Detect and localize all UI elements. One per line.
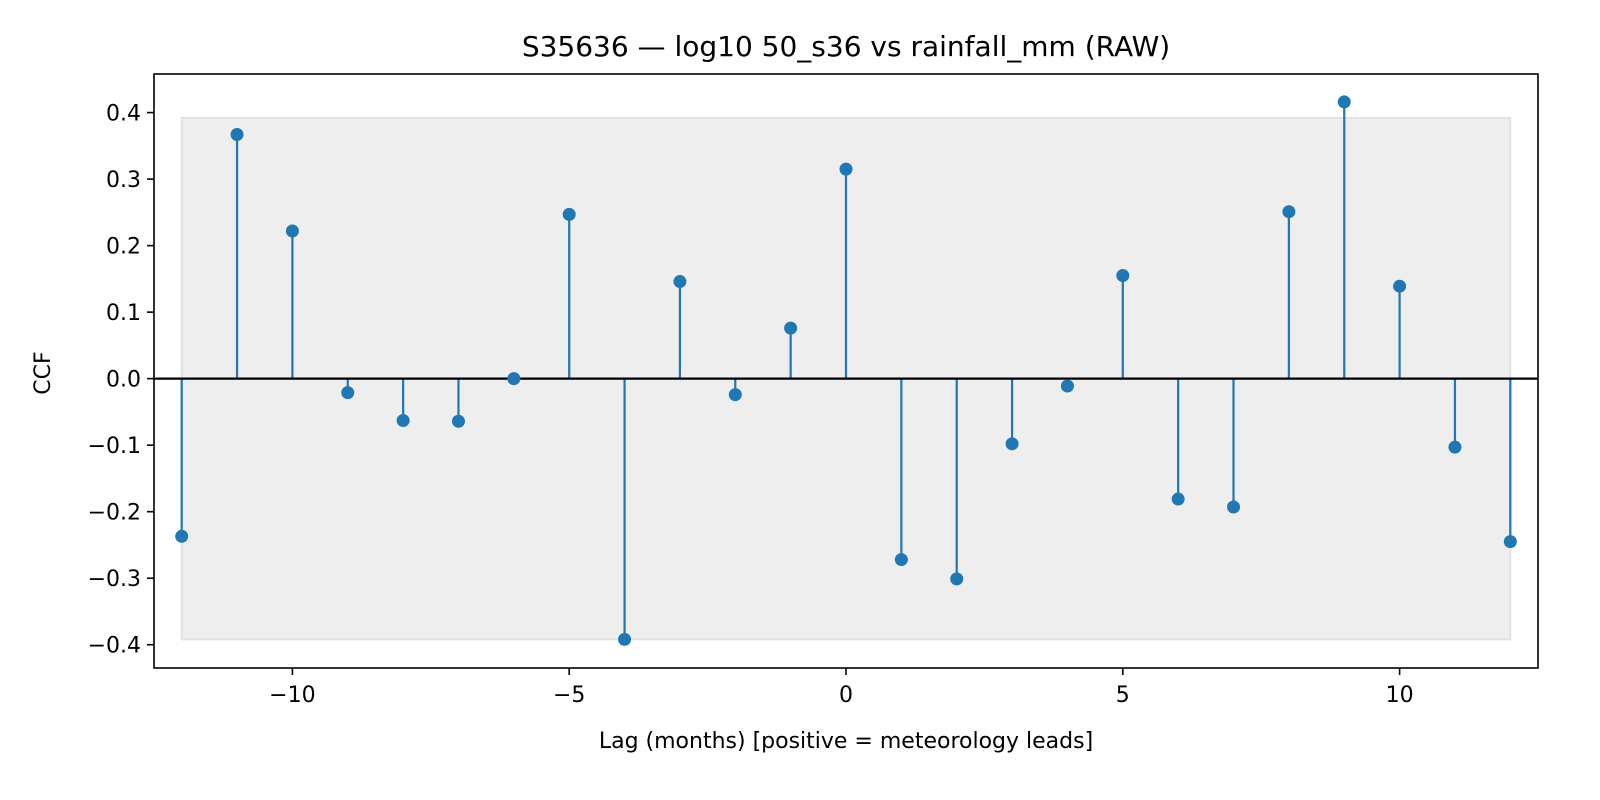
x-tick-label: 5 — [1116, 683, 1130, 708]
x-tick-label: −10 — [269, 683, 315, 708]
stem-marker — [950, 572, 964, 586]
stem-marker — [1171, 492, 1185, 506]
stem-marker — [1005, 437, 1019, 451]
stem-marker — [728, 388, 742, 402]
y-tick-label: 0.2 — [106, 235, 141, 260]
stem-marker — [1116, 269, 1130, 283]
stem-marker — [285, 224, 299, 238]
stem-marker — [507, 372, 521, 386]
x-tick-label: 0 — [839, 683, 853, 708]
stem-marker — [1337, 95, 1351, 109]
stem-marker — [673, 275, 687, 289]
stem-marker — [784, 321, 798, 335]
stem-marker — [230, 128, 244, 142]
stem-marker — [1227, 500, 1241, 514]
chart-title: S35636 — log10 50_s36 vs rainfall_mm (RA… — [522, 30, 1170, 63]
y-tick-label: −0.1 — [88, 434, 141, 459]
x-axis-label: Lag (months) [positive = meteorology lea… — [599, 729, 1093, 754]
stem-marker — [1282, 205, 1296, 219]
stem-marker — [1393, 279, 1407, 293]
y-tick-label: 0.4 — [106, 102, 141, 127]
x-tick-label: −5 — [553, 683, 585, 708]
stem-marker — [618, 632, 632, 646]
stem-marker — [396, 414, 410, 428]
stem-marker — [1503, 535, 1517, 549]
stem-marker — [839, 162, 853, 176]
y-tick-label: 0.3 — [106, 168, 141, 193]
y-tick-label: 0.1 — [106, 301, 141, 326]
y-tick-label: −0.4 — [88, 634, 141, 659]
stem-marker — [1448, 440, 1462, 454]
y-tick-label: −0.3 — [88, 567, 141, 592]
y-axis-label: CCF — [31, 351, 56, 394]
stem-marker — [894, 553, 908, 567]
plot-area: −10 −5 0 5 10 −0.4 −0.3 −0.2 −0.1 0.0 0.1 0.2 0.3 0.4 — [88, 73, 1539, 708]
stem-marker — [451, 414, 465, 428]
y-tick-label: 0.0 — [106, 368, 141, 393]
stem-marker — [341, 386, 355, 400]
stem-marker — [1060, 379, 1074, 393]
stem-marker — [562, 207, 576, 221]
stem-marker — [175, 529, 189, 543]
x-tick-label: 10 — [1386, 683, 1414, 708]
y-tick-label: −0.2 — [88, 501, 141, 526]
